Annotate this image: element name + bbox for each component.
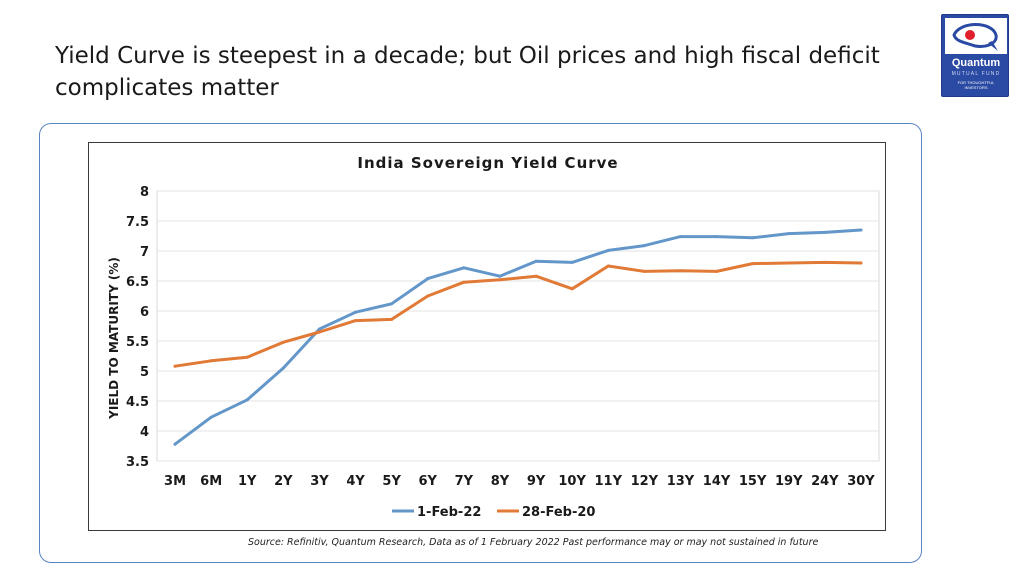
series-line-0 [173,228,863,446]
x-tick-label: 4Y [346,474,365,489]
y-tick-label: 7 [140,245,149,260]
data-point [209,415,213,419]
data-point [498,278,502,282]
data-point [354,310,358,314]
x-tick-label: 6Y [419,474,438,489]
x-tick-label: 11Y [594,474,622,489]
data-point [715,269,719,273]
quantum-logo-icon: Quantum MUTUAL FUND FOR THOUGHTFUL INVES… [945,18,1007,90]
data-point [426,294,430,298]
x-tick-label: 6M [200,474,222,489]
data-point [823,260,827,264]
data-point [859,261,863,265]
x-tick-label: 24Y [811,474,839,489]
x-tick-label: 5Y [382,474,401,489]
logo-line2: MUTUAL FUND [952,71,1001,77]
x-tick-label: 19Y [775,474,803,489]
data-point [281,340,285,344]
x-tick-label: 8Y [491,474,510,489]
x-tick-label: 3Y [310,474,329,489]
data-point [751,236,755,240]
data-point [678,235,682,239]
data-point [642,244,646,248]
y-tick-label: 6.5 [126,275,149,290]
chart-container: 3.5 4 4.5 5 5.5 6 6.5 7 7.5 8 3M 6M 1Y 2Y 3Y 4Y 5Y 6Y 7Y 8Y… [88,142,886,531]
y-tick-label: 6 [140,305,149,320]
x-tick-label: 10Y [558,474,586,489]
logo-name: Quantum [952,57,1000,69]
slide-title-line1: Yield Curve is steepest in a decade; but… [55,43,880,69]
data-point [570,260,574,264]
y-tick-label: 5.5 [126,335,149,350]
data-point [462,266,466,270]
chart-title: India Sovereign Yield Curve [357,154,618,172]
y-axis-label: YIELD TO MATURITY (%) [107,257,121,420]
data-point [715,235,719,239]
data-point [281,366,285,370]
source-note: Source: Refinitiv, Quantum Research, Dat… [248,537,819,548]
x-tick-label: 13Y [667,474,695,489]
x-tick-label: 2Y [274,474,293,489]
data-point [787,261,791,265]
x-tick-label: 3M [164,474,186,489]
data-point [859,228,863,232]
y-tick-label: 3.5 [126,455,149,470]
data-point [173,442,177,446]
y-tick-label: 7.5 [126,215,149,230]
data-point [390,302,394,306]
x-tick-label: 30Y [847,474,875,489]
data-point [751,262,755,266]
data-point [570,287,574,291]
quantum-logo: Quantum MUTUAL FUND FOR THOUGHTFUL INVES… [941,14,1009,97]
legend-label: 1-Feb-22 [417,505,481,520]
data-point [606,264,610,268]
x-tick-label: 7Y [455,474,474,489]
data-point [606,248,610,252]
slide-title-line2: complicates matter [55,75,279,101]
data-point [317,327,321,331]
x-tick-label: 15Y [739,474,767,489]
x-tick-label: 12Y [631,474,659,489]
y-tick-label: 4.5 [126,395,149,410]
legend-label: 28-Feb-20 [522,505,595,520]
logo-tagline1: FOR THOUGHTFUL [958,80,996,85]
data-point [426,277,430,281]
x-tick-label: 14Y [703,474,731,489]
data-point [317,330,321,334]
x-tick-label: 9Y [527,474,546,489]
data-point [534,259,538,263]
data-point [390,317,394,321]
slide-title: Yield Curve is steepest in a decade; but… [55,40,915,104]
data-point [173,364,177,368]
yield-curve-chart: 3.5 4 4.5 5 5.5 6 6.5 7 7.5 8 3M 6M 1Y 2Y 3Y 4Y 5Y 6Y 7Y 8Y… [107,154,880,520]
x-tick-label: 1Y [238,474,257,489]
y-tick-label: 8 [140,185,149,200]
y-tick-label: 4 [140,425,149,440]
plot-area [156,190,880,462]
y-tick-label: 5 [140,365,149,380]
logo-tagline2: INVESTORS [964,85,987,90]
data-point [209,359,213,363]
series-line-1 [173,260,863,368]
data-point [462,280,466,284]
data-point [498,274,502,278]
data-point [678,269,682,273]
data-point [787,232,791,236]
data-point [642,269,646,273]
data-point [823,230,827,234]
data-point [354,319,358,323]
data-point [534,274,538,278]
data-point [245,355,249,359]
data-point [245,398,249,402]
